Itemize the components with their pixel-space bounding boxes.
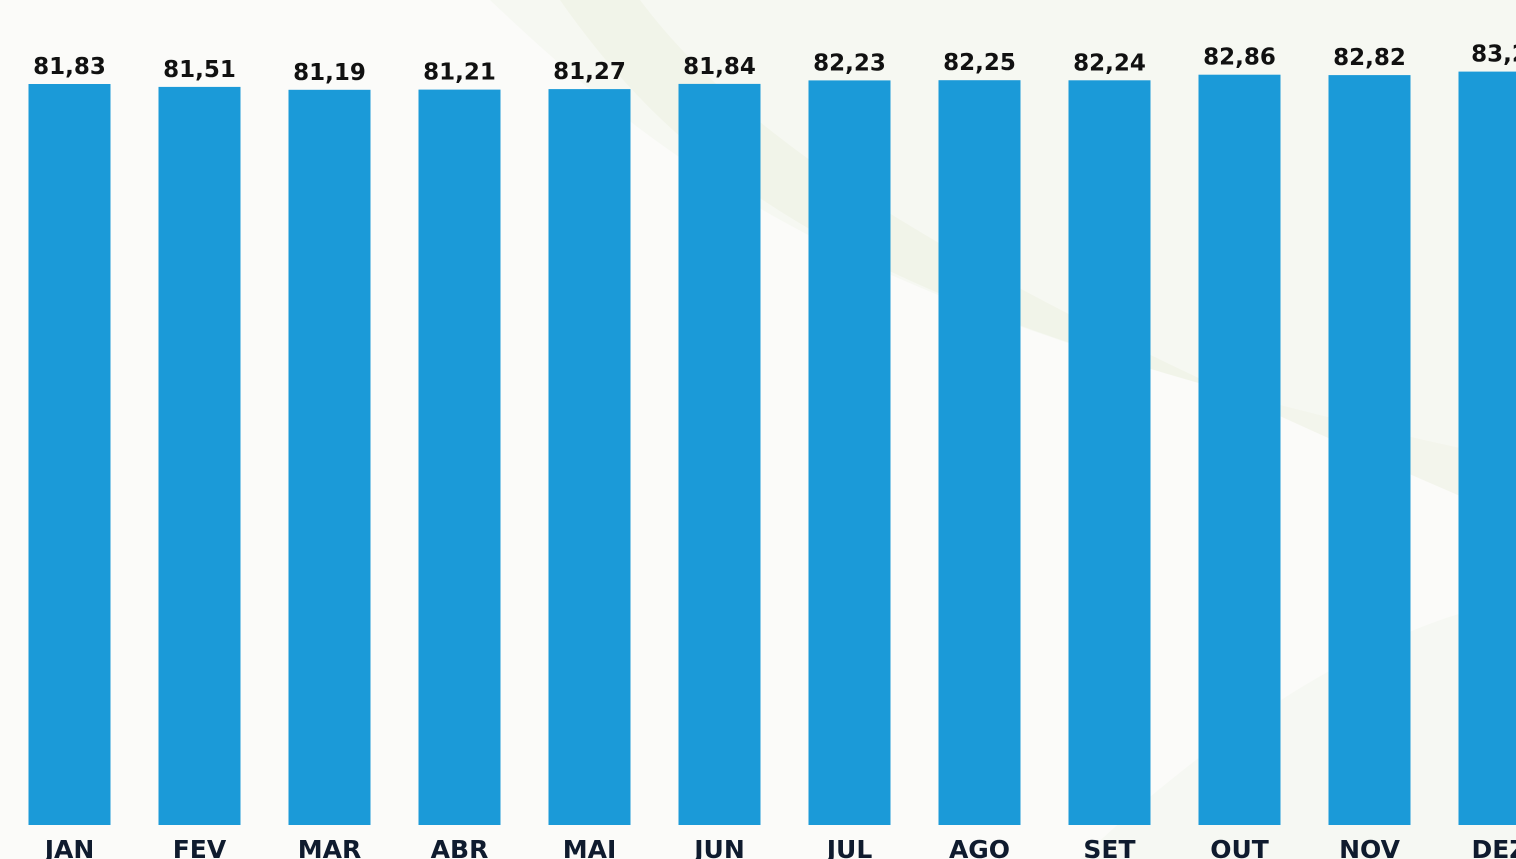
value-label-jul: 82,23 <box>813 50 886 76</box>
category-label-jul: JUL <box>825 835 873 859</box>
bar-mai <box>548 89 631 826</box>
value-label-jun: 81,84 <box>683 54 756 80</box>
category-label-out: OUT <box>1210 835 1269 859</box>
bar-abr <box>418 89 501 826</box>
bar-dez <box>1458 71 1516 826</box>
value-label-jan: 81,83 <box>33 54 106 80</box>
value-label-nov: 82,82 <box>1333 45 1406 71</box>
category-label-jan: JAN <box>43 835 95 859</box>
category-label-nov: NOV <box>1339 835 1401 859</box>
category-label-set: SET <box>1083 835 1135 859</box>
value-label-abr: 81,21 <box>423 60 496 86</box>
bar-jan <box>28 84 111 825</box>
value-label-out: 82,86 <box>1203 45 1276 71</box>
bar-jul <box>808 80 891 825</box>
bar-fev <box>158 86 241 825</box>
value-label-mai: 81,27 <box>553 59 626 85</box>
bar-ago <box>938 80 1021 825</box>
value-label-mar: 81,19 <box>293 60 366 86</box>
bar-out <box>1198 74 1281 825</box>
category-label-ago: AGO <box>949 835 1010 859</box>
value-label-dez: 83,2 <box>1471 42 1516 68</box>
category-label-fev: FEV <box>173 835 227 859</box>
value-label-fev: 81,51 <box>163 57 236 83</box>
bar-nov <box>1328 75 1411 826</box>
value-label-ago: 82,25 <box>943 50 1016 76</box>
category-label-mai: MAI <box>563 835 617 859</box>
value-label-set: 82,24 <box>1073 50 1146 76</box>
category-label-jun: JUN <box>692 835 745 859</box>
category-label-dez: DEZ <box>1472 835 1516 859</box>
bar-set <box>1068 80 1151 826</box>
bar-jun <box>678 83 761 825</box>
bar-mar <box>288 89 371 826</box>
category-label-abr: ABR <box>431 835 489 859</box>
category-label-mar: MAR <box>298 835 361 859</box>
